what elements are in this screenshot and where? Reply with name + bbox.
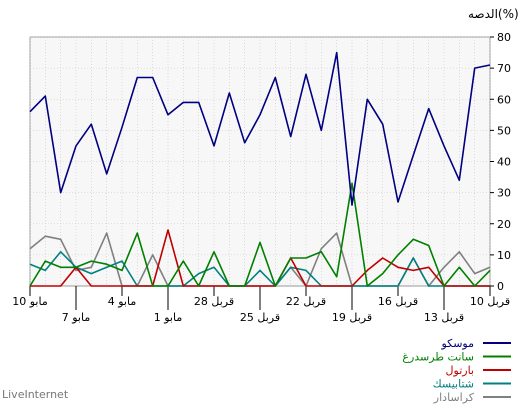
series-line [30,229,490,287]
x-tick-label: 1 مابو [154,311,183,324]
x-tick-label: 19 قربل [332,311,372,324]
footer-brand[interactable]: LiveInternet [2,388,69,401]
legend-label: سانت طرسدرغ [402,351,474,364]
x-tick-label: 22 قربل [286,295,326,308]
x-tick-label: 16 قربل [378,295,418,308]
legend-label: كراسادار [433,391,475,404]
y-tick-label: 0 [497,280,504,293]
legend-label: موسكو [440,337,474,350]
x-tick-label: 7 مابو [62,311,91,324]
x-tick-label: 10 مابو [12,295,48,308]
series-line [29,51,491,206]
y-tick-label: 60 [497,93,511,106]
x-tick-label: 10 قربل [470,295,510,308]
y-tick-label: 70 [497,62,511,75]
x-tick-label: 4 مابو [108,295,137,308]
legend-label: بارتول [446,364,474,377]
y-tick-label: 50 [497,124,511,137]
y-tick-label: 80 [497,31,511,44]
x-axis: 10 قربل 13 قربل 16 قربل 19 قربل 22 قربل 25 قر… [12,286,510,324]
y-tick-label: 30 [497,187,511,200]
x-tick-label: 28 قربل [194,295,234,308]
y-axis: 0 10 20 30 40 50 60 70 80 [490,31,511,293]
series-layer [29,51,491,287]
y-tick-label: 20 [497,218,511,231]
series-line [29,251,490,287]
x-tick-label: 13 قربل [424,311,464,324]
x-tick-label: 25 قربل [240,311,280,324]
chart-title: الدصه(%) [468,7,519,21]
y-tick-label: 10 [497,249,511,262]
y-tick-label: 40 [497,156,511,169]
legend-label: شتابيسك [433,378,474,391]
series-line [29,182,491,287]
